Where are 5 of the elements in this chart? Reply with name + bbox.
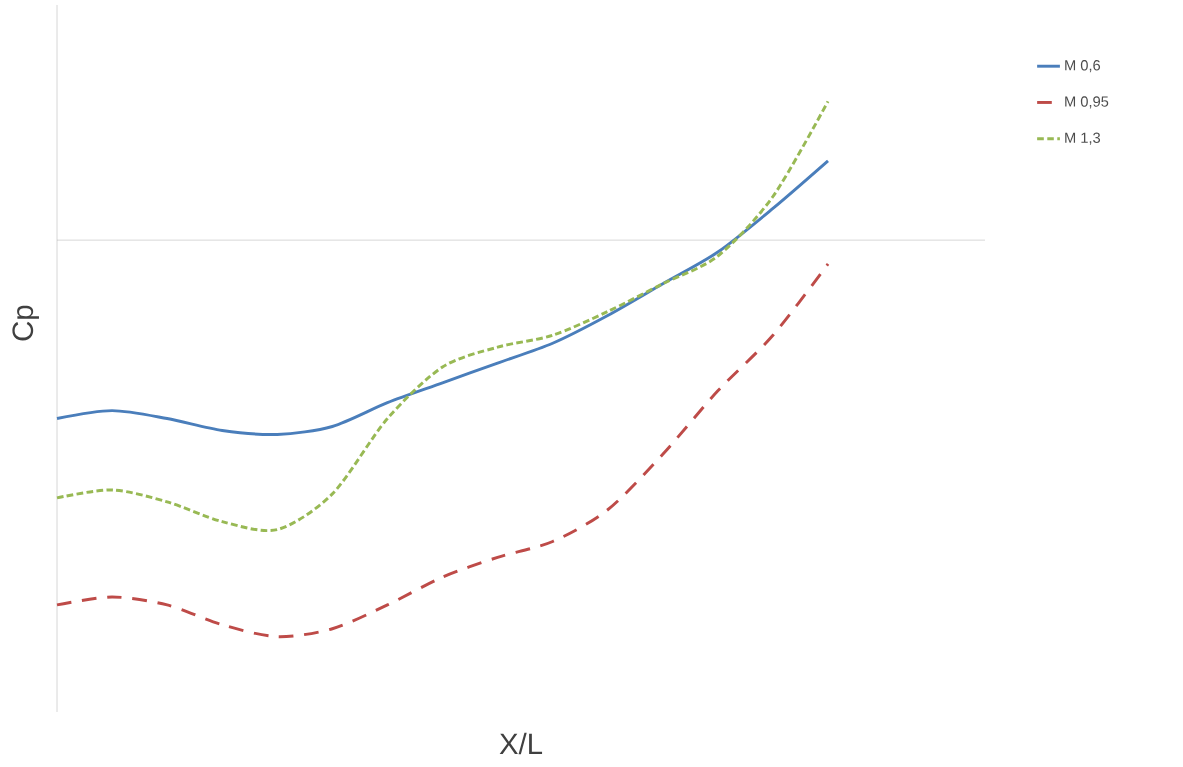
legend-label: M 0,95 <box>1065 96 1109 109</box>
y-axis-title: Cp <box>12 305 39 341</box>
x-axis-title: X/L <box>499 732 543 755</box>
legend-label: M 0,6 <box>1065 60 1101 73</box>
legend-label: M 1,3 <box>1065 132 1101 145</box>
